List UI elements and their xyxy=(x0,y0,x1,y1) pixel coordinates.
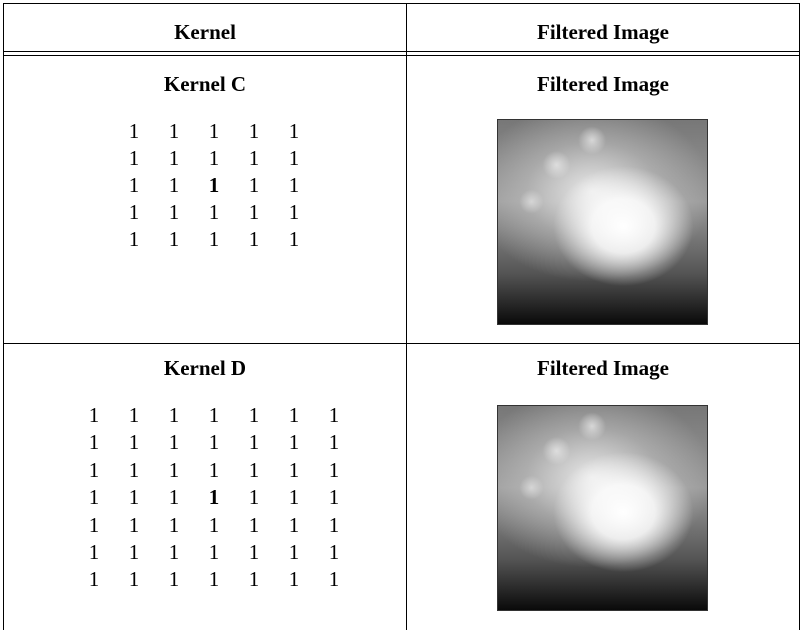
kernel-value: 1 xyxy=(208,485,220,510)
kernel-value: 1 xyxy=(288,227,300,251)
border xyxy=(3,343,800,344)
kernel-value: 1 xyxy=(248,540,260,564)
kernel-value: 1 xyxy=(328,567,340,592)
kernel-value: 1 xyxy=(248,457,260,482)
kernel-value: 1 xyxy=(168,146,180,170)
kernel-value: 1 xyxy=(328,512,340,537)
kernel-value: 1 xyxy=(248,403,260,427)
kernel-value: 1 xyxy=(88,457,100,482)
kernel-value: 1 xyxy=(208,119,220,143)
kernel-value: 1 xyxy=(128,485,140,510)
border xyxy=(3,55,800,56)
kernel-value: 1 xyxy=(128,227,140,251)
kernel-value: 1 xyxy=(288,485,300,510)
kernel-value: 1 xyxy=(328,457,340,482)
kernel-value: 1 xyxy=(88,485,100,510)
kernel-value: 1 xyxy=(168,457,180,482)
kernel-value: 1 xyxy=(248,430,260,455)
kernel-value: 1 xyxy=(328,430,340,455)
kernel-value: 1 xyxy=(248,146,260,170)
kernel-value: 1 xyxy=(168,200,180,224)
kernel-value: 1 xyxy=(208,540,220,564)
kernel-value: 1 xyxy=(248,173,260,197)
kernel-value: 1 xyxy=(288,512,300,537)
border xyxy=(406,3,407,630)
kernel-value: 1 xyxy=(288,119,300,143)
kernel-value: 1 xyxy=(128,540,140,564)
kernel-value: 1 xyxy=(88,430,100,455)
kernel-value: 1 xyxy=(128,200,140,224)
kernel-value: 1 xyxy=(168,173,180,197)
kernel-title: Kernel D xyxy=(163,356,247,380)
kernel-value: 1 xyxy=(128,567,140,592)
kernel-value: 1 xyxy=(128,457,140,482)
kernel-value: 1 xyxy=(208,457,220,482)
kernel-value: 1 xyxy=(168,119,180,143)
kernel-value: 1 xyxy=(168,403,180,427)
column-header: Kernel xyxy=(174,20,236,44)
kernel-value: 1 xyxy=(248,567,260,592)
kernel-value: 1 xyxy=(128,146,140,170)
kernel-value: 1 xyxy=(88,567,100,592)
kernel-value: 1 xyxy=(248,512,260,537)
kernel-value: 1 xyxy=(168,227,180,251)
kernel-value: 1 xyxy=(208,403,220,427)
kernel-value: 1 xyxy=(208,512,220,537)
kernel-value: 1 xyxy=(208,146,220,170)
kernel-value: 1 xyxy=(128,173,140,197)
kernel-value: 1 xyxy=(288,540,300,564)
kernel-value: 1 xyxy=(208,200,220,224)
border xyxy=(3,51,800,52)
border xyxy=(3,3,800,4)
image-title: Filtered Image xyxy=(537,356,669,380)
kernel-value: 1 xyxy=(88,403,100,427)
kernel-value: 1 xyxy=(168,512,180,537)
kernel-value: 1 xyxy=(208,567,220,592)
filtered-image xyxy=(497,405,708,611)
kernel-value: 1 xyxy=(248,485,260,510)
kernel-value: 1 xyxy=(288,146,300,170)
kernel-value: 1 xyxy=(168,567,180,592)
column-header: Filtered Image xyxy=(537,20,669,44)
kernel-value: 1 xyxy=(128,430,140,455)
kernel-value: 1 xyxy=(288,200,300,224)
kernel-value: 1 xyxy=(328,540,340,564)
kernel-value: 1 xyxy=(128,403,140,427)
kernel-value: 1 xyxy=(88,512,100,537)
kernel-value: 1 xyxy=(288,567,300,592)
kernel-title: Kernel C xyxy=(163,72,247,96)
kernel-value: 1 xyxy=(208,173,220,197)
kernel-value: 1 xyxy=(288,457,300,482)
kernel-value: 1 xyxy=(248,119,260,143)
border xyxy=(3,3,4,630)
kernel-value: 1 xyxy=(328,485,340,510)
kernel-value: 1 xyxy=(128,119,140,143)
kernel-value: 1 xyxy=(328,403,340,427)
border xyxy=(799,3,800,630)
kernel-value: 1 xyxy=(128,512,140,537)
kernel-value: 1 xyxy=(288,430,300,455)
kernel-value: 1 xyxy=(168,430,180,455)
kernel-value: 1 xyxy=(288,173,300,197)
kernel-value: 1 xyxy=(288,403,300,427)
image-title: Filtered Image xyxy=(537,72,669,96)
kernel-value: 1 xyxy=(248,227,260,251)
kernel-value: 1 xyxy=(168,540,180,564)
kernel-value: 1 xyxy=(88,540,100,564)
kernel-value: 1 xyxy=(208,227,220,251)
kernel-value: 1 xyxy=(168,485,180,510)
kernel-value: 1 xyxy=(208,430,220,455)
kernel-value: 1 xyxy=(248,200,260,224)
filtered-image xyxy=(497,119,708,325)
